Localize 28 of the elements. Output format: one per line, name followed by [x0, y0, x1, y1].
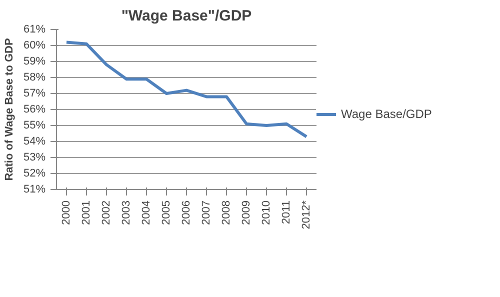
x-tick-label: 2006 [180, 200, 192, 225]
legend-label: Wage Base/GDP [341, 107, 432, 121]
y-tick-label: 55% [23, 120, 46, 132]
y-tick-label: 52% [23, 168, 46, 180]
y-tick-label: 59% [23, 56, 46, 68]
x-tick-label: 2002 [100, 200, 112, 225]
x-tick-label: 2003 [120, 200, 132, 225]
x-tick-label: 2010 [260, 200, 272, 225]
y-tick-label: 51% [23, 184, 46, 196]
x-tick-label: 2008 [220, 200, 232, 225]
line-series [65, 40, 308, 138]
x-tick-label: 2007 [200, 200, 212, 225]
y-tick-label: 61% [23, 24, 46, 36]
y-axis-title: Ratio of Wage Base to GDP [3, 38, 16, 181]
x-tick-label: 2012* [300, 200, 312, 230]
y-tick-label: 58% [23, 72, 46, 84]
x-tick-label: 2009 [240, 200, 252, 225]
y-tick-label: 60% [23, 40, 46, 52]
x-tick-label: 2005 [160, 200, 172, 225]
x-tick-label: 2000 [60, 200, 72, 225]
x-tick-label: 2011 [280, 200, 292, 224]
chart-title: "Wage Base"/GDP [121, 8, 252, 24]
y-tick-label: 57% [23, 88, 46, 100]
x-tick-label: 2004 [140, 200, 152, 225]
y-tick-label: 54% [23, 136, 46, 148]
y-tick-label: 56% [23, 104, 46, 116]
x-tick-label: 2001 [80, 200, 92, 225]
y-tick-label: 53% [23, 152, 46, 164]
